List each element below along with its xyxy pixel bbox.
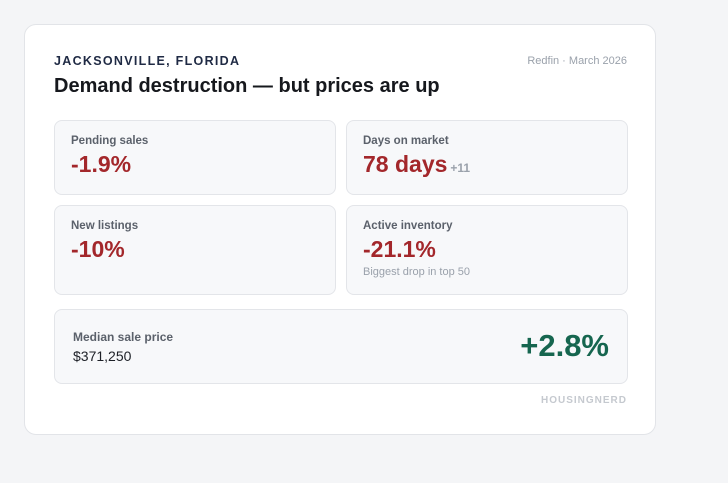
median-price-label: Median sale price [73,330,174,344]
metric-delta: +11 [450,161,471,175]
metric-value: -21.1% [363,236,436,262]
brand-watermark: HOUSINGNERD [540,395,627,406]
median-price-change: +2.8% [520,328,609,363]
metric-label: Days on market [363,135,449,147]
metric-tile-active-inventory: Active inventory -21.1% Biggest drop in … [346,205,628,295]
source-label: Redfin · March 2026 [527,55,627,67]
metric-value: 78 days [363,151,448,177]
metric-value: -10% [71,236,125,262]
metric-note: Biggest drop in top 50 [363,266,471,278]
market-summary-card: JACKSONVILLE, FLORIDA Redfin · March 202… [24,24,656,435]
median-price-amount: $371,250 [73,348,132,364]
median-price-tile: Median sale price $371,250 +2.8% [54,309,628,384]
card-title: Demand destruction — but prices are up [54,75,440,97]
metric-tile-new-listings: New listings -10% [54,205,336,295]
metric-label: Active inventory [363,220,453,232]
metric-tile-pending-sales: Pending sales -1.9% [54,120,336,195]
location-label: JACKSONVILLE, FLORIDA [54,54,241,68]
metric-label: New listings [71,220,139,232]
metric-tile-days-on-market: Days on market 78 days +11 [346,120,628,195]
metric-value: -1.9% [71,151,132,177]
metric-label: Pending sales [71,135,149,147]
